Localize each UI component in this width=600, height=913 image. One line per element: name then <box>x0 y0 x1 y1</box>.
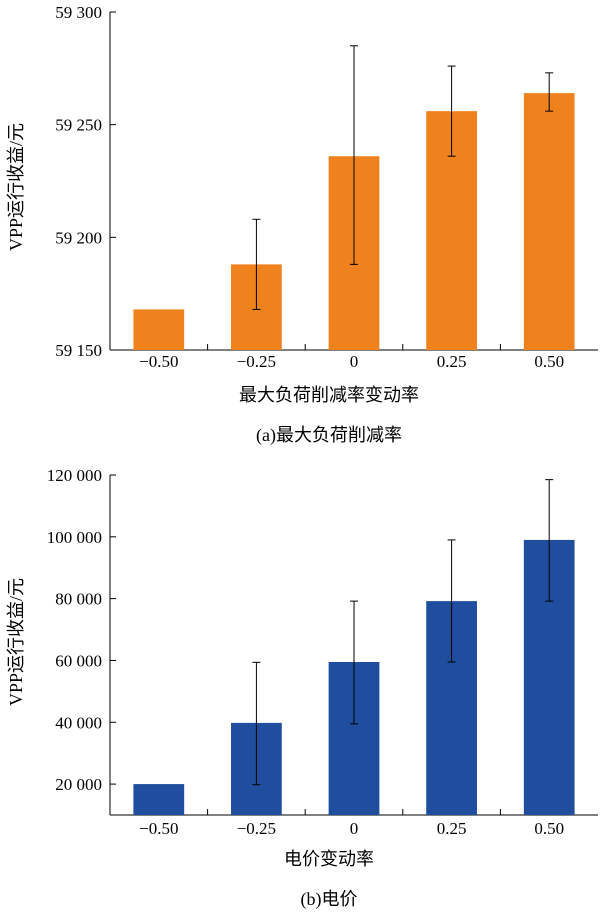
chart-b-xtick-label: −0.25 <box>237 819 276 838</box>
chart-a-error-bar <box>350 45 358 265</box>
chart-a-xtick-label: 0.25 <box>437 352 467 371</box>
chart-a-bar <box>133 309 185 350</box>
chart-a-bar <box>523 93 575 351</box>
chart-a-y-axis-label: VPP运行收益/元 <box>6 123 26 251</box>
chart-b-ytick-label: 100 000 <box>47 528 102 547</box>
chart-b-ytick-label: 60 000 <box>55 651 102 670</box>
chart-a-xtick-label: −0.50 <box>139 352 178 371</box>
chart-b-xtick-label: 0.50 <box>534 819 564 838</box>
chart-a-xtick-label: 0 <box>350 352 359 371</box>
chart-a-x-axis-label: 最大负荷削减率变动率 <box>239 385 419 405</box>
chart-panel-b: 20 000 40 000 60 000 80 000 100 000 120 000 −0… <box>6 466 598 910</box>
chart-b-error-bar <box>447 539 456 663</box>
chart-b-ytick-label: 40 000 <box>55 713 102 732</box>
chart-b-error-bar <box>252 661 261 786</box>
chart-a-xtick-label: −0.25 <box>237 352 276 371</box>
chart-b-y-axis-label: VPP运行收益/元 <box>6 578 26 706</box>
chart-b-ytick-label: 80 000 <box>55 590 102 609</box>
chart-a-error-bar <box>545 72 554 112</box>
chart-b-error-bar <box>545 479 554 602</box>
chart-b-xtick-label: 0 <box>350 819 359 838</box>
chart-a-ytick-label: 59 300 <box>55 3 102 22</box>
chart-b-error-bar <box>350 600 358 725</box>
chart-b-bar <box>133 784 185 815</box>
chart-a-ytick-label: 59 150 <box>55 341 102 360</box>
chart-a-error-bar <box>447 65 456 157</box>
chart-b-xtick-label: −0.50 <box>139 819 178 838</box>
chart-b-caption: (b)电价 <box>301 889 358 910</box>
chart-a-ytick-label: 59 250 <box>55 116 102 135</box>
chart-b-xtick-label: 0.25 <box>437 819 467 838</box>
chart-a-xtick-label: 0.50 <box>534 352 564 371</box>
chart-a-caption: (a)最大负荷削减率 <box>256 425 402 446</box>
chart-b-x-axis-label: 电价变动率 <box>284 849 374 869</box>
chart-b-ytick-label: 20 000 <box>55 775 102 794</box>
chart-a-ytick-label: 59 200 <box>55 228 102 247</box>
chart-panel-a: 59 150 59 200 59 250 59 300 −0.50 −0.25 0 0.25 0… <box>6 3 598 446</box>
chart-b-ytick-label: 120 000 <box>47 466 102 485</box>
chart-a-error-bar <box>252 218 261 310</box>
